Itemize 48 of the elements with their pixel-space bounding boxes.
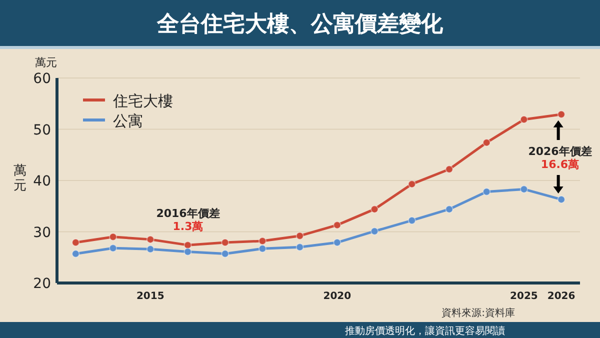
point bbox=[482, 138, 491, 147]
point bbox=[333, 221, 342, 230]
legend-label: 公寓 bbox=[113, 112, 143, 130]
point bbox=[146, 245, 154, 254]
point bbox=[333, 238, 342, 247]
point bbox=[296, 232, 304, 240]
point bbox=[72, 250, 80, 258]
point bbox=[146, 235, 154, 244]
source-note: 資料來源:資料庫 bbox=[442, 307, 515, 319]
annotation: 1.3萬 bbox=[172, 220, 204, 233]
point bbox=[557, 110, 566, 118]
legend-label: 住宅大樓 bbox=[112, 92, 173, 110]
point bbox=[258, 236, 266, 245]
y-tick-label: 40 bbox=[33, 174, 51, 190]
point bbox=[520, 116, 528, 124]
x-tick-label: 2025 bbox=[510, 291, 538, 302]
point bbox=[109, 244, 118, 252]
y-tick-label: 30 bbox=[33, 224, 51, 241]
y-tick-label: 60 bbox=[33, 71, 51, 87]
point bbox=[370, 227, 379, 236]
point bbox=[408, 216, 416, 224]
point bbox=[445, 205, 454, 214]
point bbox=[221, 238, 230, 247]
point bbox=[408, 180, 416, 188]
x-tick-label: 2015 bbox=[136, 291, 164, 302]
x-tick-label: 2026 bbox=[547, 291, 576, 302]
y-axis-title: 萬元 bbox=[35, 56, 57, 69]
point bbox=[370, 205, 379, 214]
point bbox=[482, 188, 491, 196]
point bbox=[184, 241, 192, 250]
text: 推動房價透明化，讓資訊更容易閱讀 bbox=[345, 325, 505, 337]
point bbox=[109, 232, 118, 241]
point bbox=[557, 195, 566, 204]
y-tick-label: 50 bbox=[33, 122, 51, 138]
annotation: 2026年價差 bbox=[528, 145, 592, 158]
point bbox=[296, 243, 304, 252]
point bbox=[72, 238, 80, 247]
chart-title: 全台住宅大樓、公寓價差變化 bbox=[156, 11, 444, 37]
annotation: 16.6萬 bbox=[540, 158, 580, 171]
point bbox=[445, 165, 454, 174]
point bbox=[258, 244, 266, 253]
text: 萬元 bbox=[14, 164, 26, 194]
point bbox=[221, 250, 230, 258]
x-tick-label: 2020 bbox=[323, 291, 352, 302]
point bbox=[184, 248, 192, 256]
annotation: 2016年價差 bbox=[156, 207, 220, 220]
y-tick-label: 20 bbox=[33, 276, 51, 292]
point bbox=[520, 185, 528, 194]
